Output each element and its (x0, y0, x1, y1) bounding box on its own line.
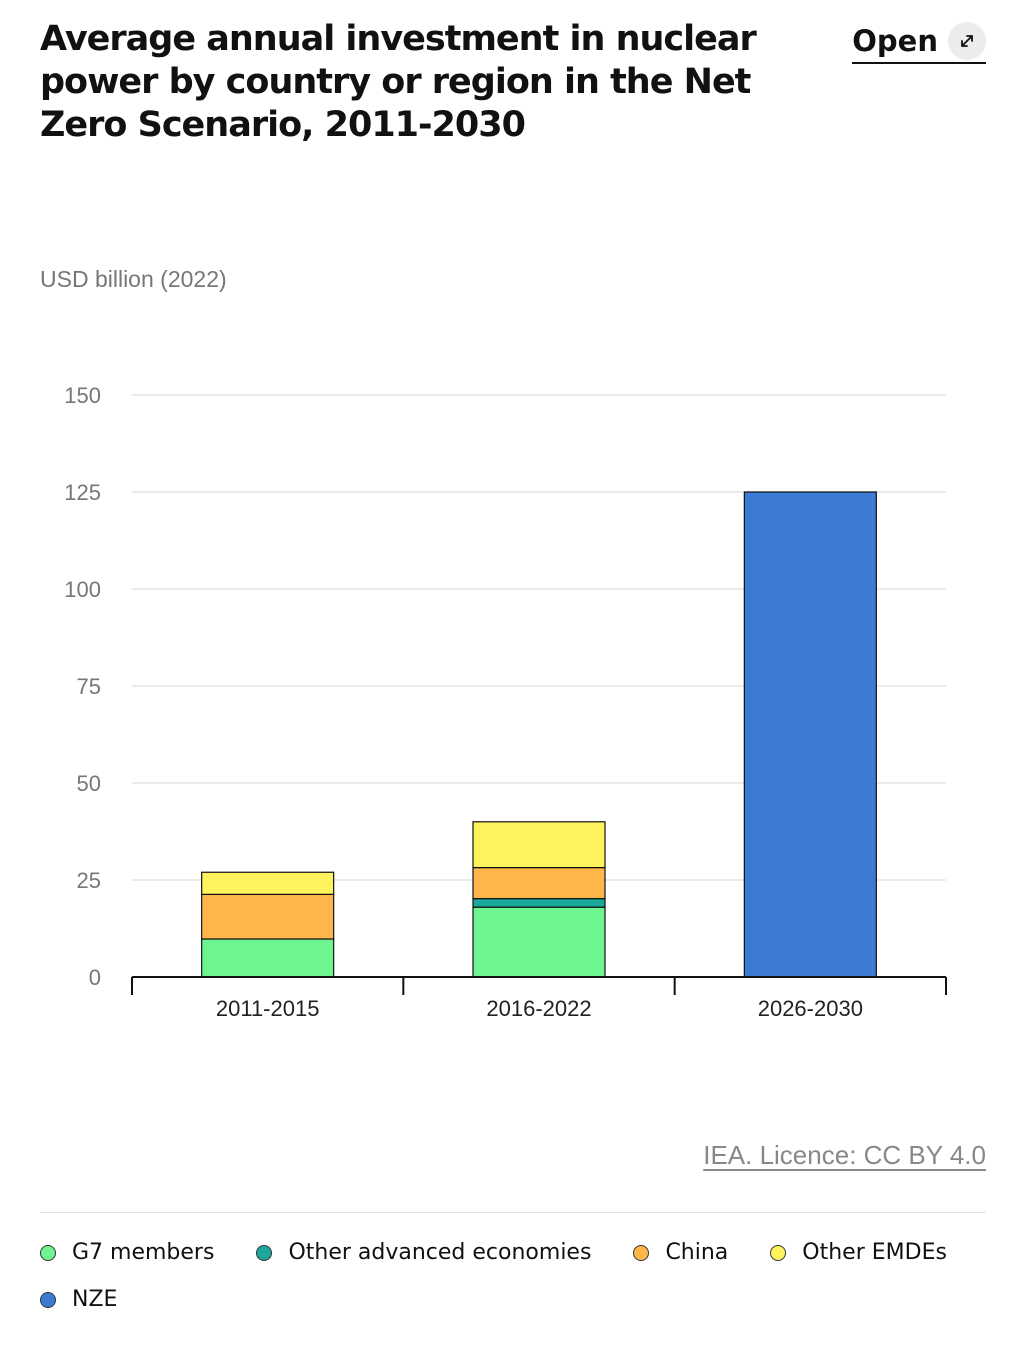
legend-swatch (770, 1244, 787, 1261)
bar-segment (472, 906, 606, 978)
bar-segment (472, 821, 606, 869)
legend-item[interactable]: Other EMDEs (770, 1240, 947, 1265)
legend-swatch (40, 1244, 56, 1261)
legend-item[interactable]: NZE (40, 1287, 117, 1312)
y-tick-label: 0 (89, 965, 101, 990)
legend-swatch (256, 1244, 273, 1261)
x-tick-label: 2016-2022 (486, 996, 591, 1021)
open-label: Open (852, 24, 938, 58)
bar-segment (201, 893, 335, 940)
x-tick-label: 2026-2030 (758, 996, 863, 1021)
legend-swatch (40, 1291, 56, 1308)
legend-divider (40, 1212, 986, 1213)
legend-swatch (633, 1244, 650, 1261)
stacked-bar-chart: 0 25 50 75 100 125 150 2011-2015 2016-2022 2026-2… (64, 383, 947, 1021)
bar-segment (201, 871, 335, 895)
legend: G7 members Other advanced economies China O… (40, 1240, 980, 1312)
bar-segment (743, 491, 877, 978)
legend-item[interactable]: G7 members (40, 1240, 214, 1265)
legend-item[interactable]: China (633, 1240, 728, 1265)
y-tick-label: 100 (64, 577, 101, 602)
y-tick-label: 150 (64, 383, 101, 408)
legend-label: Other EMDEs (802, 1240, 947, 1265)
bar-segment (472, 898, 606, 908)
bar-segment (472, 866, 606, 900)
y-tick-label: 75 (77, 674, 101, 699)
legend-label: Other advanced economies (288, 1240, 592, 1265)
open-button[interactable]: Open (852, 22, 986, 64)
legend-label: NZE (72, 1287, 118, 1312)
legend-label: China (665, 1240, 729, 1265)
licence-link[interactable]: IEA. Licence: CC BY 4.0 (703, 1140, 986, 1170)
y-tick-label: 25 (77, 868, 101, 893)
expand-arrows-icon (948, 22, 986, 60)
legend-item[interactable]: Other advanced economies (256, 1240, 591, 1265)
bar-segment (201, 938, 335, 978)
x-tick-label: 2011-2015 (216, 996, 320, 1021)
y-tick-label: 125 (64, 480, 101, 505)
chart-title: Average annual investment in nuclear pow… (40, 19, 757, 145)
legend-label: G7 members (72, 1240, 215, 1265)
y-tick-label: 50 (77, 771, 101, 796)
y-axis-unit-label: USD billion (2022) (40, 266, 227, 292)
